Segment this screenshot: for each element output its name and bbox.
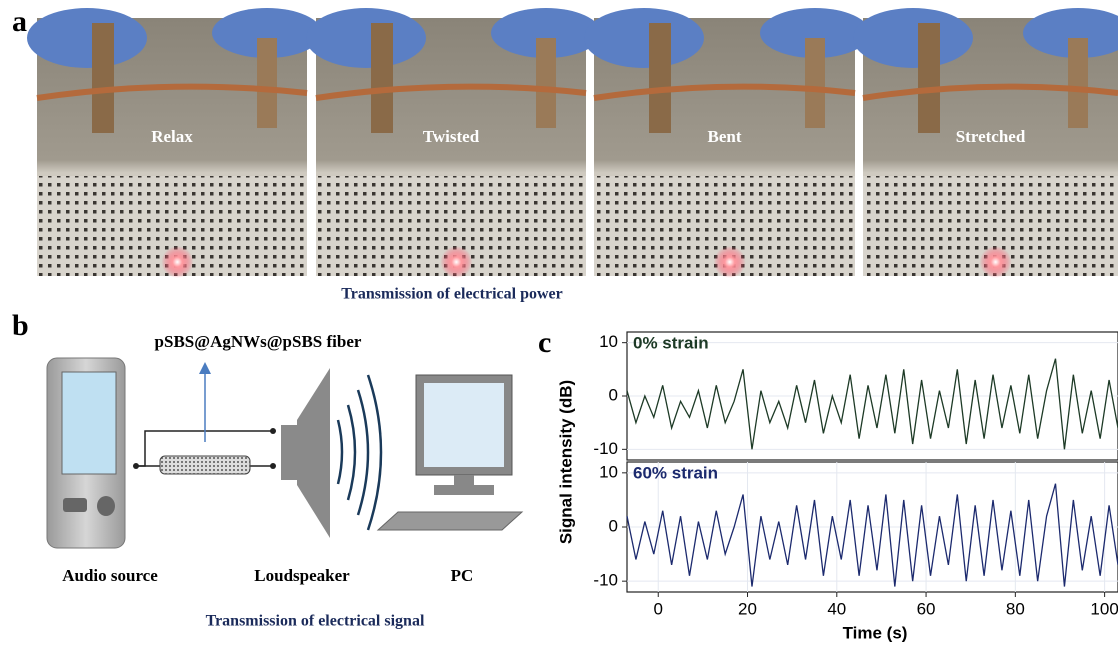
x-tick-label: 80 xyxy=(1006,599,1025,618)
page: Relax Twisted Bent Stretched a Transmission… xyxy=(0,0,1118,646)
x-tick-label: 20 xyxy=(738,599,757,618)
photo-label: Relax xyxy=(151,127,193,146)
fiber-label: pSBS@AgNWs@pSBS fiber xyxy=(155,332,362,351)
device-label: PC xyxy=(451,566,474,585)
glove xyxy=(306,8,426,68)
figure: Relax Twisted Bent Stretched a Transmission… xyxy=(0,0,1118,646)
glove xyxy=(584,8,704,68)
photo-label: Stretched xyxy=(956,127,1026,146)
annotation: 60% strain xyxy=(633,463,718,482)
caption: Transmission of electrical power xyxy=(341,286,562,303)
device-label: Audio source xyxy=(62,566,158,585)
clip xyxy=(1068,38,1088,128)
clip xyxy=(918,23,940,133)
led xyxy=(440,246,472,278)
clip xyxy=(92,23,114,133)
y-tick-label: 0 xyxy=(609,516,618,535)
diagram xyxy=(47,358,522,548)
x-tick-label: 100 xyxy=(1090,599,1118,618)
x-tick-label: 40 xyxy=(827,599,846,618)
panel-label: c xyxy=(538,326,551,359)
clip xyxy=(257,38,277,128)
clip xyxy=(371,23,393,133)
panel-label: a xyxy=(12,5,27,38)
clip xyxy=(536,38,556,128)
device-label: Loudspeaker xyxy=(254,566,350,585)
glove xyxy=(27,8,147,68)
x-tick-label: 60 xyxy=(917,599,936,618)
photo-label: Bent xyxy=(708,127,742,146)
y-tick-label: -10 xyxy=(593,439,618,458)
x-tick-label: 0 xyxy=(654,599,663,618)
panel-label: b xyxy=(12,309,29,342)
y-axis-label: Signal intensity (dB) xyxy=(556,380,575,544)
y-tick-label: 10 xyxy=(599,462,618,481)
led xyxy=(161,246,193,278)
glove xyxy=(853,8,973,68)
photo-row: Relax Twisted Bent Stretched xyxy=(27,8,1118,278)
y-tick-label: -10 xyxy=(593,571,618,590)
annotation: 0% strain xyxy=(633,333,709,352)
photo-label: Twisted xyxy=(423,127,480,146)
x-axis-label: Time (s) xyxy=(843,623,908,642)
led xyxy=(714,246,746,278)
clip xyxy=(805,38,825,128)
led xyxy=(980,246,1012,278)
y-tick-label: 0 xyxy=(609,385,618,404)
clip xyxy=(649,23,671,133)
caption: Transmission of electrical signal xyxy=(206,613,425,630)
y-tick-label: 10 xyxy=(599,332,618,351)
